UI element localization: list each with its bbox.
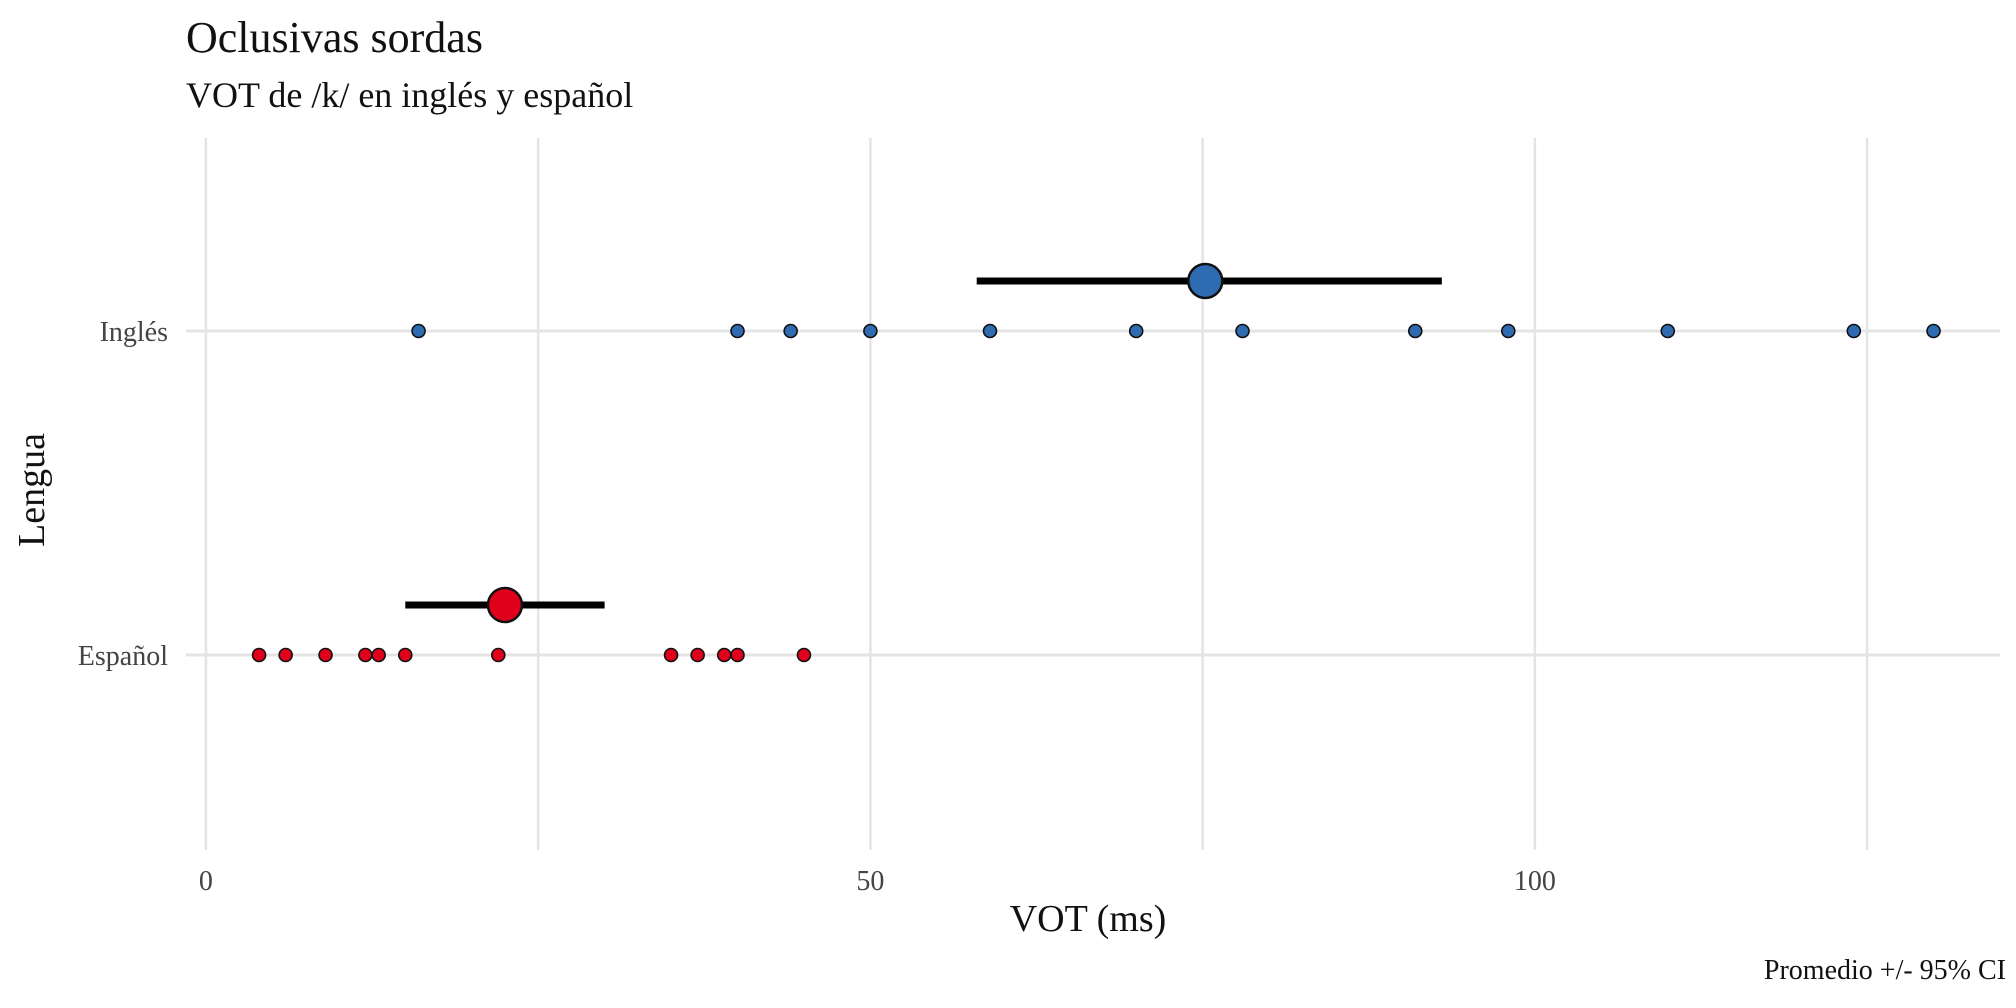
data-point bbox=[982, 323, 998, 339]
chart-caption: Promedio +/- 95% CI bbox=[1763, 955, 2006, 986]
data-point bbox=[318, 647, 333, 663]
data-point bbox=[1846, 323, 1862, 339]
data-point bbox=[411, 323, 426, 339]
axis-tick-labels: 0 50 100 Inglés Español bbox=[78, 317, 1556, 897]
data-point bbox=[730, 323, 745, 339]
y-axis-label: Lengua bbox=[11, 433, 53, 547]
data-point bbox=[358, 647, 373, 663]
data-point bbox=[1500, 323, 1516, 339]
data-point bbox=[690, 647, 705, 663]
x-axis-label: VOT (ms) bbox=[1009, 898, 1167, 940]
x-axis-label-row: VOT (ms) bbox=[0, 897, 2016, 941]
data-point bbox=[1128, 323, 1144, 339]
data-point bbox=[1926, 323, 1941, 339]
data-point bbox=[278, 647, 293, 663]
chart-title: Oclusivas sordas bbox=[186, 13, 483, 62]
data-point bbox=[397, 647, 413, 663]
data-point bbox=[796, 647, 812, 663]
data-point bbox=[783, 323, 798, 339]
data-points bbox=[251, 323, 1941, 663]
data-point bbox=[251, 647, 267, 663]
y-tick-label: Español bbox=[78, 641, 168, 672]
data-point bbox=[491, 647, 506, 663]
data-point bbox=[730, 647, 745, 663]
data-point bbox=[1407, 323, 1423, 339]
grid-lines bbox=[186, 138, 2000, 850]
x-tick-label: 50 bbox=[856, 866, 884, 897]
x-tick-label: 100 bbox=[1514, 866, 1556, 897]
mean-point bbox=[1187, 262, 1224, 300]
mean-point bbox=[486, 586, 524, 624]
mean-markers bbox=[486, 262, 1224, 624]
data-point bbox=[1660, 323, 1676, 339]
data-point bbox=[863, 323, 878, 339]
chart-subtitle: VOT de /k/ en inglés y español bbox=[186, 75, 634, 115]
data-point bbox=[716, 647, 732, 663]
x-tick-label: 0 bbox=[199, 866, 213, 897]
data-point bbox=[371, 647, 386, 663]
data-point bbox=[1235, 323, 1250, 339]
y-tick-label: Inglés bbox=[100, 317, 168, 348]
data-point bbox=[663, 647, 679, 663]
